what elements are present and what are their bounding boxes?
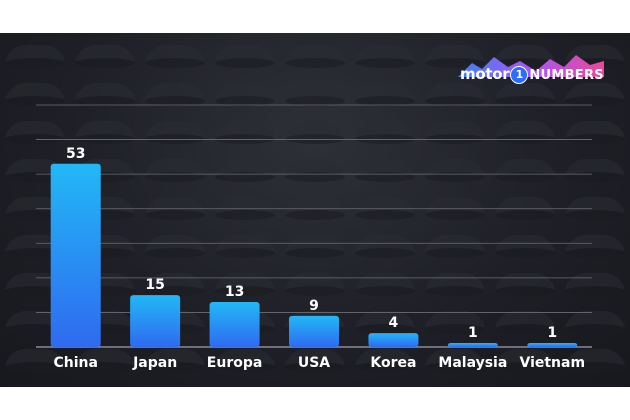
bar-vietnam [527, 343, 578, 347]
category-label-china: China [53, 355, 97, 371]
data-label-japan: 15 [145, 277, 164, 293]
data-label-korea: 4 [389, 315, 399, 331]
chart-panel: 53 China 15 Japan 13 Europa 9 USA 4 Korea 1 Malaysi… [0, 33, 630, 387]
logo-mountain-graphic [458, 55, 604, 77]
data-label-europa: 13 [225, 284, 244, 300]
bar-japan [130, 295, 181, 347]
category-label-malaysia: Malaysia [438, 355, 507, 371]
category-label-europa: Europa [207, 355, 263, 371]
bar-chart: 53 China 15 Japan 13 Europa 9 USA 4 Korea 1 Malaysi… [0, 33, 630, 387]
logo-one: 1 [510, 66, 529, 84]
category-label-vietnam: Vietnam [519, 355, 585, 371]
category-label-korea: Korea [370, 355, 416, 371]
bar-europa [209, 302, 260, 347]
data-label-usa: 9 [309, 298, 319, 314]
bar-china [50, 163, 101, 347]
data-label-malaysia: 1 [468, 325, 478, 341]
motor1-numbers-logo: motor 1 NUMBERS [458, 53, 604, 99]
logo-word: motor [460, 65, 510, 83]
bar-korea [368, 333, 419, 347]
logo-suffix: NUMBERS [529, 68, 604, 83]
bar-usa [289, 315, 339, 347]
category-label-usa: USA [298, 355, 330, 371]
logo-wordmark: motor 1 NUMBERS [460, 65, 604, 84]
bar-malaysia [447, 343, 498, 347]
data-label-china: 53 [66, 146, 85, 162]
category-label-japan: Japan [132, 355, 177, 371]
data-label-vietnam: 1 [547, 325, 557, 341]
